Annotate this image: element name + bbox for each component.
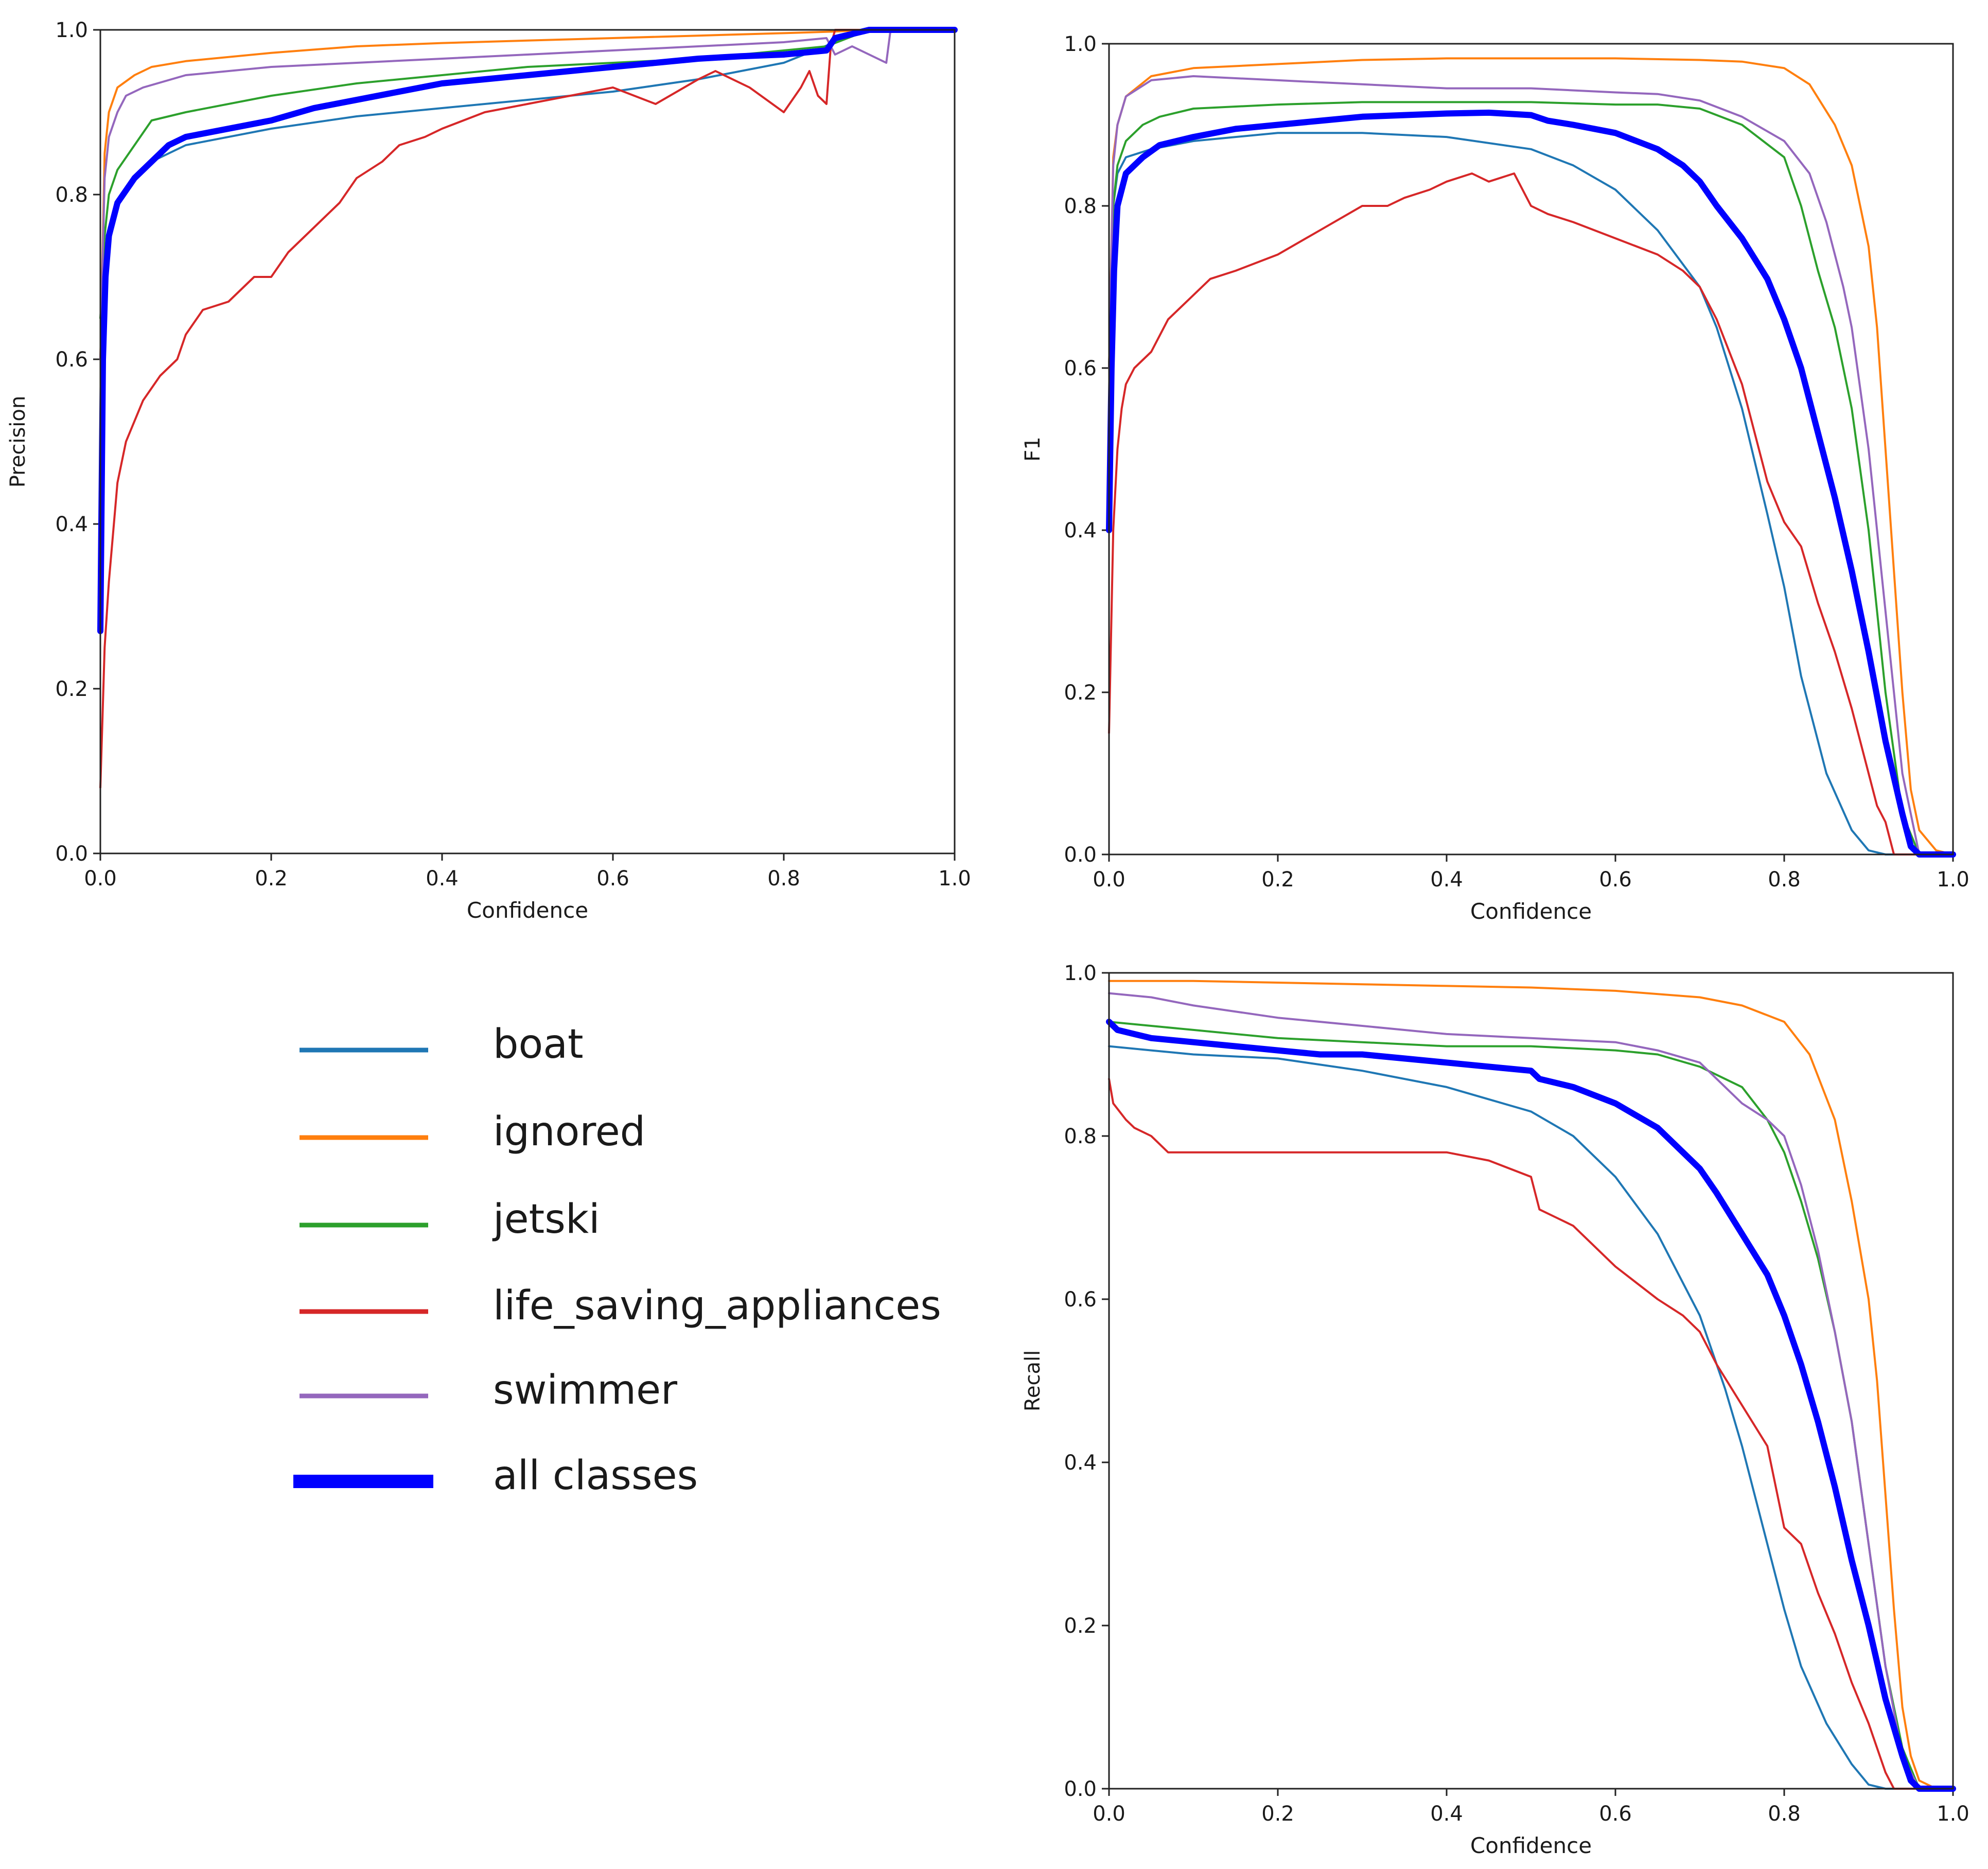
- precision-x-axis-label: Confidence: [467, 898, 588, 923]
- precision-ytick-label: 0.6: [55, 348, 88, 372]
- f1-series-life-saving-appliances: [1108, 172, 1954, 855]
- precision-xtick-label: 0.4: [426, 867, 459, 890]
- f1-xtick-label: 0.6: [1599, 868, 1632, 892]
- recall-y-axis-label: Recall: [1021, 1350, 1045, 1411]
- f1-ytick-label: 0.0: [1064, 843, 1097, 867]
- f1-ytick-label: 0.4: [1064, 519, 1097, 543]
- f1-ytick-label: 0.8: [1064, 195, 1097, 218]
- legend-label-ignored: ignored: [493, 1109, 645, 1155]
- recall-series-life-saving-appliances: [1108, 1078, 1954, 1790]
- precision-series-swimmer: [99, 29, 956, 360]
- recall-series-all-classes: [1106, 1019, 1956, 1792]
- legend: boat ignored jetski life_saving_applianc…: [293, 1021, 941, 1499]
- precision-xtick-label: 1.0: [938, 867, 971, 890]
- f1-xtick-label: 0.4: [1430, 868, 1463, 892]
- recall-xtick-label: 0.8: [1768, 1802, 1801, 1826]
- f1-xtick-label: 0.8: [1768, 868, 1801, 892]
- recall-xtick-label: 0.0: [1093, 1802, 1125, 1826]
- precision-ytick-label: 0.4: [55, 513, 88, 536]
- precision-ytick-label: 0.0: [55, 842, 88, 866]
- precision-xtick-label: 0.8: [767, 867, 800, 890]
- precision-chart: 0.0 0.2 0.4 0.6 0.8 1.0 0.0 0.2 0.4 0.6 0.8 1.0 Conf…: [6, 19, 971, 923]
- recall-x-axis-label: Confidence: [1470, 1833, 1592, 1858]
- recall-series-swimmer: [1108, 992, 1954, 1790]
- legend-label-swimmer: swimmer: [493, 1367, 678, 1413]
- legend-label-all-classes: all classes: [493, 1453, 698, 1499]
- recall-ytick-label: 0.8: [1064, 1125, 1097, 1148]
- f1-xtick-label: 1.0: [1937, 868, 1969, 892]
- precision-ytick-label: 0.8: [55, 183, 88, 207]
- precision-series-all-classes: [97, 27, 958, 634]
- f1-x-axis-label: Confidence: [1470, 899, 1592, 924]
- legend-label-jetski: jetski: [492, 1196, 600, 1243]
- recall-series-boat: [1108, 1045, 1954, 1790]
- f1-xtick-label: 0.2: [1261, 868, 1294, 892]
- f1-series-jetski: [1108, 101, 1954, 855]
- recall-xtick-label: 0.6: [1599, 1802, 1632, 1826]
- precision-y-axis-label: Precision: [6, 396, 30, 487]
- precision-series-life-saving-appliances: [99, 29, 956, 789]
- recall-ytick-label: 0.6: [1064, 1288, 1097, 1312]
- f1-ytick-label: 0.6: [1064, 357, 1097, 380]
- recall-ytick-label: 1.0: [1064, 962, 1097, 985]
- f1-series-swimmer: [1108, 75, 1954, 855]
- recall-chart: 0.0 0.2 0.4 0.6 0.8 1.0 0.0 0.2 0.4 0.6 0.8 1.0 Conf…: [1021, 962, 1969, 1858]
- recall-ytick-label: 0.2: [1064, 1614, 1097, 1638]
- recall-axes-frame: [1108, 972, 1954, 1790]
- f1-chart: 0.0 0.2 0.4 0.6 0.8 1.0 0.0 0.2 0.4 0.6 0.8 1.0 Conf…: [1021, 32, 1969, 924]
- precision-xtick-label: 0.0: [84, 867, 117, 890]
- recall-ytick-label: 0.0: [1064, 1777, 1097, 1801]
- precision-ytick-label: 0.2: [55, 677, 88, 701]
- f1-ytick-label: 1.0: [1064, 32, 1097, 56]
- f1-y-axis-label: F1: [1021, 436, 1045, 461]
- precision-axes-frame: [99, 29, 956, 854]
- f1-series-all-classes: [1106, 109, 1956, 858]
- f1-axes-frame: [1108, 43, 1954, 855]
- legend-label-life-saving-appliances: life_saving_appliances: [493, 1283, 941, 1329]
- precision-xtick-label: 0.6: [596, 867, 629, 890]
- recall-xtick-label: 0.4: [1430, 1802, 1463, 1826]
- recall-xtick-label: 0.2: [1261, 1802, 1294, 1826]
- legend-label-boat: boat: [493, 1021, 584, 1068]
- precision-xtick-label: 0.2: [255, 867, 288, 890]
- recall-xtick-label: 1.0: [1937, 1802, 1969, 1826]
- f1-xtick-label: 0.0: [1093, 868, 1125, 892]
- f1-series-ignored: [1108, 57, 1954, 855]
- precision-ytick-label: 1.0: [55, 19, 88, 42]
- f1-ytick-label: 0.2: [1064, 681, 1097, 705]
- precision-series-ignored: [99, 29, 956, 360]
- recall-series-ignored: [1108, 980, 1954, 1790]
- recall-ytick-label: 0.4: [1064, 1451, 1097, 1475]
